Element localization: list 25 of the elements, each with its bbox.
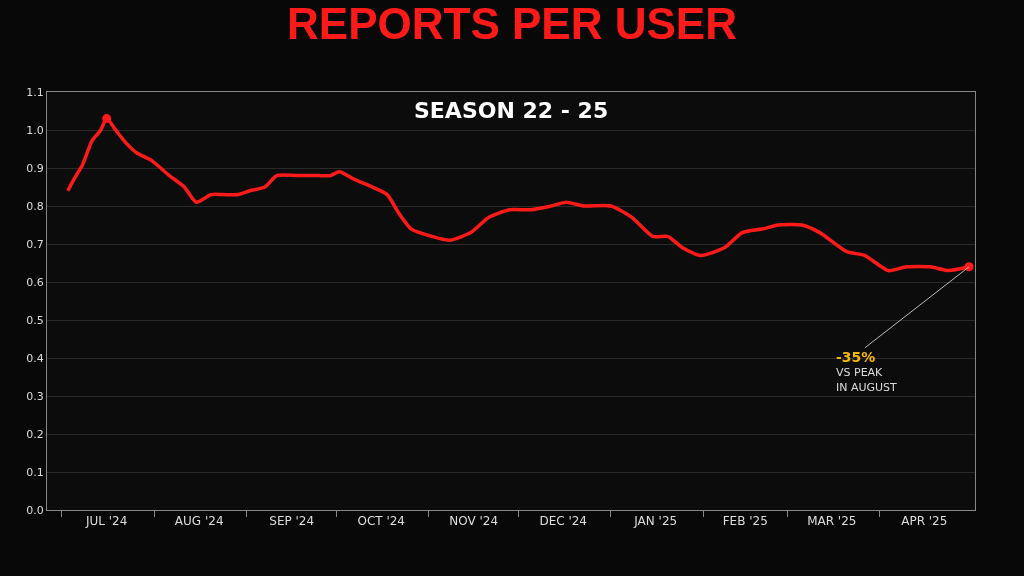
y-tick-label: 1.0	[26, 123, 44, 137]
x-tick-label: JUL '24	[84, 514, 128, 529]
x-tick-label: SEP '24	[269, 514, 315, 529]
y-tick-label: 0.9	[26, 161, 44, 175]
y-tick-label: 0.0	[26, 503, 44, 517]
x-tick-label: FEB '25	[722, 514, 768, 529]
x-tick-label: MAR '25	[807, 514, 857, 529]
x-tick-label: JAN '25	[633, 514, 678, 529]
y-tick-label: 0.5	[26, 313, 44, 327]
y-tick-label: 0.2	[26, 427, 44, 441]
y-tick-label: 0.4	[26, 351, 44, 365]
x-tick-label: APR '25	[901, 514, 948, 529]
x-tick-label: OCT '24	[357, 514, 405, 529]
x-tick-label: AUG '24	[174, 514, 224, 529]
x-tick-label: DEC '24	[539, 514, 588, 529]
chart-subtitle: SEASON 22 - 25	[414, 98, 609, 123]
annotation: -35% VS PEAK IN AUGUST	[836, 349, 898, 394]
y-tick-label: 0.3	[26, 389, 44, 403]
chart-title: REPORTS PER USER	[287, 0, 737, 49]
y-tick-label: 0.7	[26, 237, 44, 251]
x-tick-label: NOV '24	[449, 514, 499, 529]
y-tick-label: 0.1	[26, 465, 44, 479]
y-tick-label: 0.8	[26, 199, 44, 213]
y-tick-label: 0.6	[26, 275, 44, 289]
y-tick-label: 1.1	[26, 85, 44, 99]
